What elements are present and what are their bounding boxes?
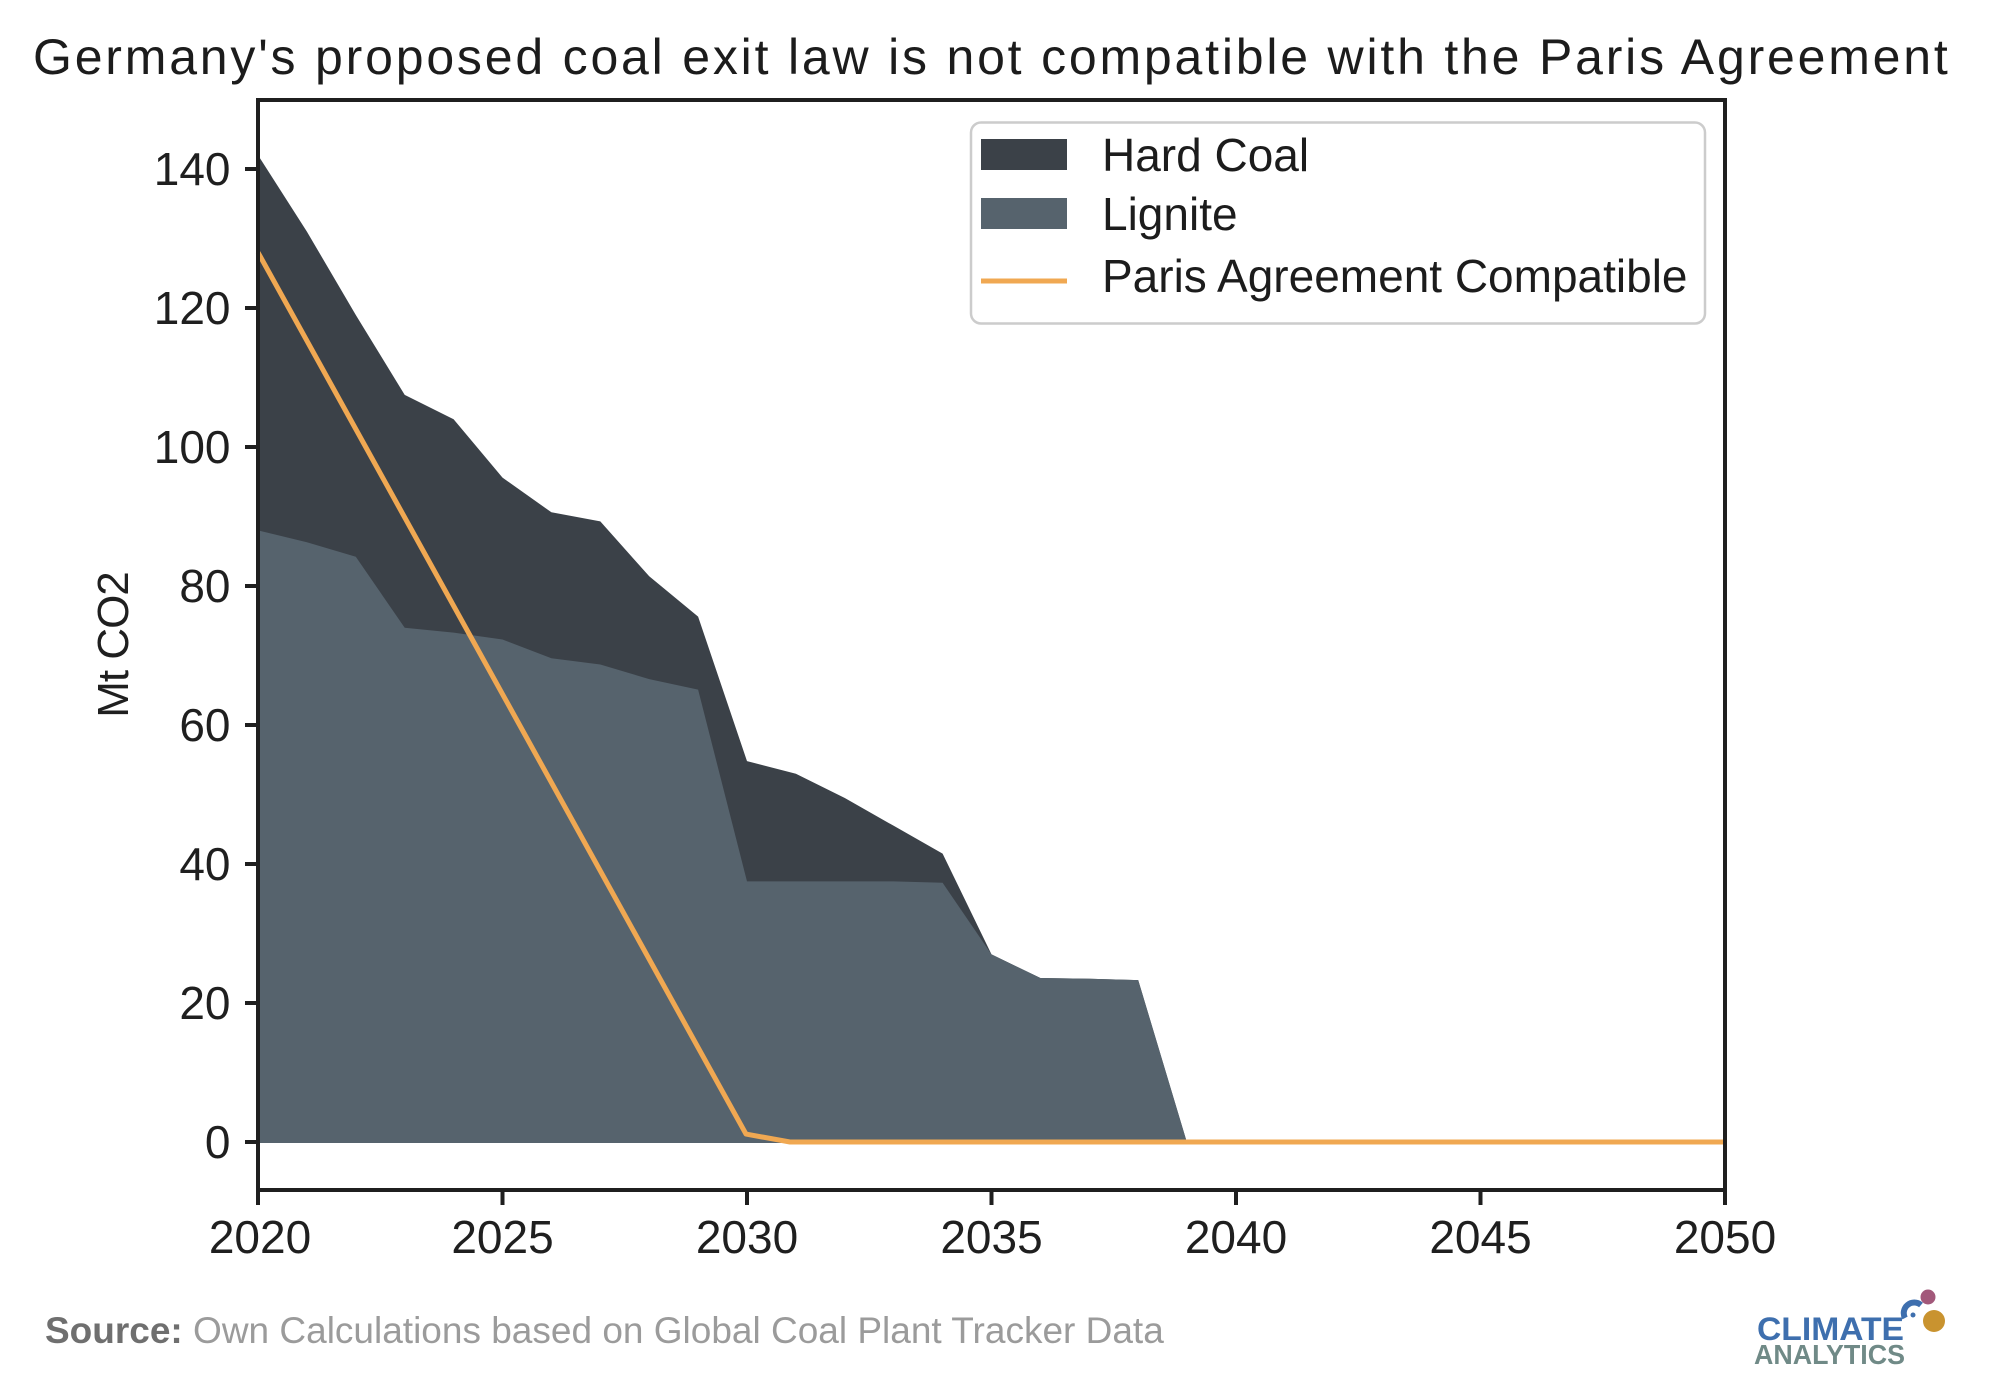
svg-text:Source: Own Calculations based: Source: Own Calculations based on Global… bbox=[45, 1310, 1164, 1351]
svg-text:2020: 2020 bbox=[209, 1211, 311, 1263]
svg-text:ANALYTICS: ANALYTICS bbox=[1754, 1339, 1905, 1370]
svg-text:Paris Agreement Compatible: Paris Agreement Compatible bbox=[1102, 250, 1688, 302]
svg-text:CLIMATE: CLIMATE bbox=[1757, 1311, 1904, 1347]
svg-text:Germany's proposed coal exit l: Germany's proposed coal exit law is not … bbox=[33, 29, 1951, 85]
svg-text:2045: 2045 bbox=[1429, 1211, 1531, 1263]
svg-text:2040: 2040 bbox=[1185, 1211, 1287, 1263]
svg-text:80: 80 bbox=[179, 560, 230, 612]
svg-text:40: 40 bbox=[179, 838, 230, 890]
svg-text:2030: 2030 bbox=[696, 1211, 798, 1263]
svg-text:0: 0 bbox=[205, 1116, 231, 1168]
svg-text:Lignite: Lignite bbox=[1102, 188, 1238, 240]
svg-text:2025: 2025 bbox=[451, 1211, 553, 1263]
svg-text:2050: 2050 bbox=[1674, 1211, 1776, 1263]
svg-text:140: 140 bbox=[154, 143, 231, 195]
svg-text:Hard Coal: Hard Coal bbox=[1102, 129, 1309, 181]
svg-text:2035: 2035 bbox=[940, 1211, 1042, 1263]
svg-text:20: 20 bbox=[179, 977, 230, 1029]
svg-text:60: 60 bbox=[179, 699, 230, 751]
svg-text:100: 100 bbox=[154, 421, 231, 473]
svg-text:Mt CO2: Mt CO2 bbox=[89, 572, 138, 718]
svg-text:120: 120 bbox=[154, 282, 231, 334]
